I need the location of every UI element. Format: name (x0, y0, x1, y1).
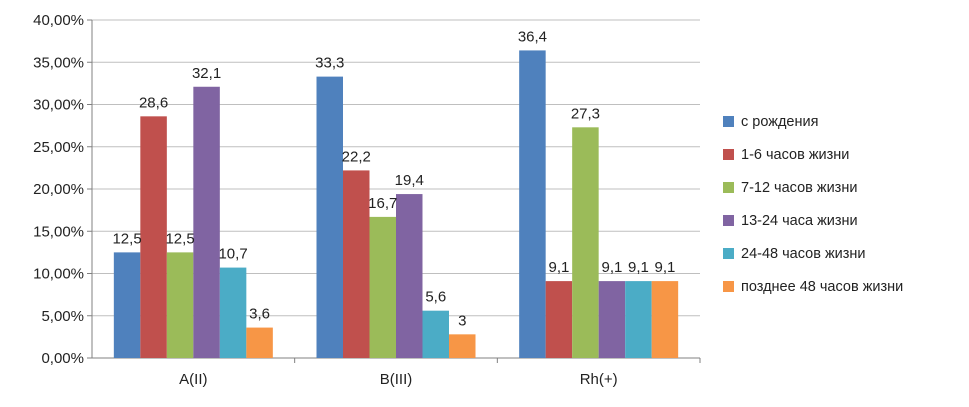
legend-label: 1-6 часов жизни (741, 147, 849, 163)
y-tick-label: 40,00% (33, 12, 84, 29)
data-label: 12,5 (112, 230, 141, 247)
legend-swatch (723, 182, 734, 193)
bar (545, 281, 573, 358)
legend-swatch (723, 215, 734, 226)
data-label: 16,7 (368, 195, 397, 212)
data-label: 33,3 (315, 55, 344, 72)
bar (369, 216, 396, 358)
data-label: 3 (458, 312, 466, 329)
data-label: 10,7 (218, 246, 247, 263)
bar (396, 194, 423, 358)
x-tick-label: B(III) (380, 371, 413, 388)
data-label: 28,6 (139, 94, 168, 111)
bar (246, 327, 273, 358)
x-tick-label: Rh(+) (580, 371, 618, 388)
y-tick-label: 35,00% (33, 54, 84, 71)
data-label: 9,1 (601, 259, 622, 276)
axes: 0,00% 5,00% 10,00% 15,00% 20,00% 25,00% 30,00%… (33, 12, 701, 388)
data-label: 9,1 (654, 259, 675, 276)
bar (166, 252, 194, 358)
legend-label: позднее 48 часов жизни (741, 279, 903, 295)
legend-label: 7-12 часов жизни (741, 180, 857, 196)
data-labels: 12,5 28,6 12,5 32,1 10,7 3,6 33,3 22,2 16,7 19,4 5… (112, 28, 675, 329)
data-label: 9,1 (628, 259, 649, 276)
y-tick-label: 25,00% (33, 139, 84, 156)
bar (625, 281, 652, 358)
data-label: 32,1 (192, 65, 221, 82)
bar (343, 170, 370, 358)
bar (572, 127, 599, 358)
y-tick-label: 10,00% (33, 266, 84, 283)
legend-label: 13-24 часа жизни (741, 213, 858, 229)
y-tick-label: 5,00% (41, 308, 84, 325)
y-tick-label: 30,00% (33, 97, 84, 114)
data-label: 19,4 (395, 172, 424, 189)
data-label: 3,6 (249, 306, 270, 323)
bar (316, 76, 343, 359)
data-label: 12,5 (165, 230, 194, 247)
data-label: 22,2 (342, 148, 371, 165)
legend-swatch (723, 248, 734, 259)
bar (598, 281, 626, 358)
data-label: 27,3 (571, 105, 600, 122)
bar (449, 334, 476, 358)
bars (113, 50, 679, 359)
legend-swatch (723, 116, 734, 127)
bar (113, 252, 141, 358)
y-tick-label: 20,00% (33, 181, 84, 198)
data-label: 9,1 (548, 259, 569, 276)
bar (140, 116, 167, 358)
y-tick-label: 15,00% (33, 223, 84, 240)
bar (651, 281, 679, 358)
legend-swatch (723, 149, 734, 160)
x-tick-label: A(II) (179, 371, 207, 388)
legend-label: 24-48 часов жизни (741, 246, 866, 262)
data-label: 36,4 (518, 28, 547, 45)
legend-label: с рождения (741, 114, 818, 130)
data-label: 5,6 (425, 289, 446, 306)
legend: с рождения 1-6 часов жизни 7-12 часов жизн… (723, 114, 903, 295)
bar (219, 267, 247, 358)
legend-swatch (723, 281, 734, 292)
y-tick-label: 0,00% (41, 350, 84, 367)
bar (519, 50, 546, 359)
bar (193, 86, 220, 358)
bar (422, 310, 449, 358)
